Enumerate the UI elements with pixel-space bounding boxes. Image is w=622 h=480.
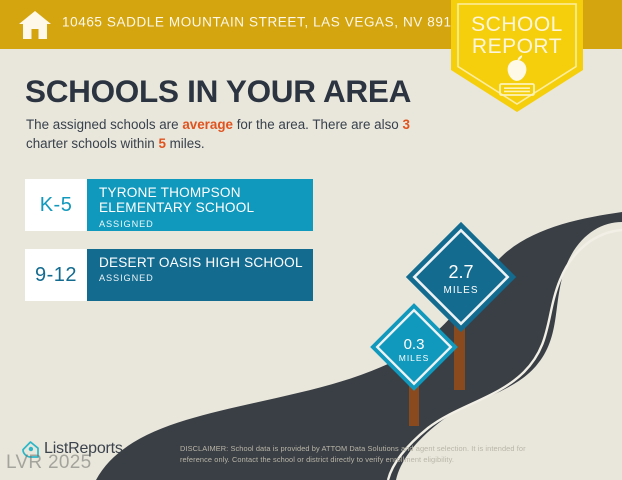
home-icon (19, 11, 51, 39)
sign-distance-value: 0.3 (404, 336, 425, 353)
school-name: TYRONE THOMPSON ELEMENTARY SCHOOL (99, 185, 255, 216)
subtitle-part-1: The assigned schools are (26, 117, 183, 132)
school-info: TYRONE THOMPSON ELEMENTARY SCHOOL ASSIGN… (87, 179, 313, 231)
sign-distance-value: 2.7 (448, 262, 473, 282)
listreports-logo-text: ListReports (44, 440, 123, 457)
school-card[interactable]: 9-12 DESERT OASIS HIGH SCHOOL ASSIGNED (25, 249, 313, 301)
school-status-badge: ASSIGNED (99, 273, 154, 284)
school-info: DESERT OASIS HIGH SCHOOL ASSIGNED (87, 249, 313, 301)
house-logo-icon (22, 440, 39, 458)
subtitle-highlight-rating: average (182, 117, 233, 132)
watermark: LVR 2025 (6, 452, 92, 473)
school-card[interactable]: K-5 TYRONE THOMPSON ELEMENTARY SCHOOL AS… (25, 179, 313, 231)
page-subtitle: The assigned schools are average for the… (26, 116, 446, 153)
winding-road (96, 212, 622, 480)
apple-on-book-icon (499, 55, 535, 96)
school-name: DESERT OASIS HIGH SCHOOL (99, 255, 303, 270)
subtitle-part-2: for the area. There are also (232, 117, 403, 132)
disclaimer-text: DISCLAIMER: School data is provided by A… (180, 444, 526, 465)
school-grade-range: 9-12 (25, 249, 87, 301)
subtitle-highlight-count: 3 (402, 117, 410, 132)
road-scene-illustration: 2.7 MILES 0.3 MILES (96, 212, 622, 480)
property-address: 10465 SADDLE MOUNTAIN STREET, LAS VEGAS,… (62, 14, 468, 30)
subtitle-highlight-radius: 5 (158, 135, 166, 151)
listreports-logo[interactable]: ListReports (22, 440, 123, 458)
subtitle-part-3: charter schools within (26, 135, 159, 151)
subtitle-part-4: miles. (165, 135, 205, 151)
page-title: SCHOOLS IN YOUR AREA (25, 73, 412, 109)
school-grade-range: K-5 (25, 179, 87, 231)
sign-distance-unit: MILES (399, 353, 430, 363)
school-report-badge (451, 0, 583, 112)
school-status-badge: ASSIGNED (99, 218, 154, 229)
sign-distance-unit: MILES (443, 285, 478, 296)
